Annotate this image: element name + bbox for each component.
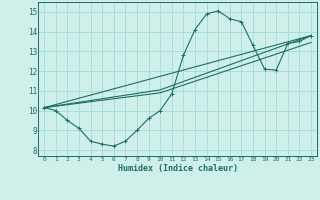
X-axis label: Humidex (Indice chaleur): Humidex (Indice chaleur) (118, 164, 238, 173)
